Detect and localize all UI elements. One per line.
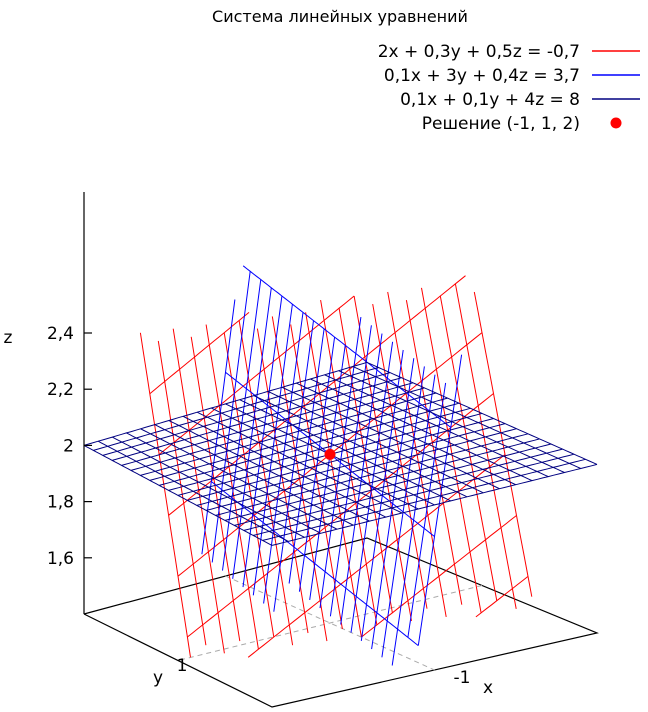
surface-mesh-line <box>353 295 412 621</box>
surface-mesh-line <box>417 354 463 646</box>
surface-mesh-line <box>168 420 370 522</box>
legend-label: Решение (-1, 1, 2) <box>422 114 580 134</box>
base-box-edges <box>83 537 599 708</box>
surface-mesh-line <box>157 340 207 646</box>
z-tick-label: 2,2 <box>47 380 74 400</box>
surface-mesh-line <box>83 444 273 546</box>
surface-mesh-line <box>305 312 362 638</box>
surface-mesh-line <box>172 328 225 654</box>
base-box <box>83 537 599 708</box>
surface-mesh-line <box>361 515 517 638</box>
base-grid-y <box>225 575 435 671</box>
z-tick-label: 1,8 <box>47 493 74 513</box>
surface-mesh-line <box>215 433 529 516</box>
surface-mesh-line <box>158 295 355 455</box>
y-tick-label: 1 <box>177 656 188 676</box>
surface-mesh-line <box>97 440 289 542</box>
solution-point <box>324 448 336 460</box>
surface-mesh-line <box>439 295 498 601</box>
surface-mesh-line <box>262 458 586 541</box>
surface-3 <box>83 361 598 546</box>
surface-mesh-line <box>112 436 305 538</box>
surface-mesh-line <box>224 438 540 521</box>
surface-mesh-line <box>247 454 506 658</box>
surface-mesh-line <box>211 407 419 510</box>
chart-title: Система линейных уравнений <box>212 7 468 26</box>
surface-mesh-line <box>271 463 598 546</box>
surface-mesh-line <box>182 415 387 518</box>
surface-mesh-line <box>232 287 272 579</box>
surface-mesh-line <box>196 411 403 514</box>
surface-mesh-line <box>154 424 354 526</box>
surface-mesh-line <box>149 312 250 395</box>
surface-mesh-line <box>242 265 452 428</box>
x-axis-label: x <box>483 678 493 698</box>
surface-mesh-line <box>187 418 494 501</box>
surface-mesh-line <box>256 328 309 634</box>
surface-mesh-line <box>210 481 419 646</box>
surface-mesh-line <box>329 325 372 617</box>
surface-mesh-line <box>340 333 383 625</box>
surface-mesh-line <box>196 423 506 506</box>
y-axis-label: y <box>153 668 163 688</box>
surface-mesh-line <box>475 576 529 618</box>
legend-label: 2x + 0,3y + 0,5z = -0,7 <box>378 42 580 62</box>
surface-mesh-line <box>126 432 321 534</box>
surface-mesh-line <box>243 448 563 531</box>
surface-mesh-line <box>421 287 482 613</box>
surface-mesh-line <box>168 275 466 516</box>
surface-mesh-line <box>391 374 436 666</box>
z-axis: z <box>4 192 85 614</box>
z-tick-label: 1,6 <box>47 549 74 569</box>
surface-mesh-line <box>298 337 336 592</box>
solution-layer <box>324 448 336 460</box>
z-tick-label: 2,4 <box>47 324 74 344</box>
x-tick-label: -1 <box>454 668 471 688</box>
legend: 2x + 0,3y + 0,5z = -0,7 0,1x + 3y + 0,4z … <box>378 42 640 134</box>
surface-mesh-line <box>320 300 378 625</box>
surface-mesh-line <box>263 312 304 604</box>
surface-mesh-line <box>190 336 241 642</box>
z-ticks: 1,6 1,8 2 2,2 2,4 <box>47 324 92 569</box>
surfaces <box>83 265 598 666</box>
legend-label: 0,1x + 3y + 0,4z = 3,7 <box>384 66 580 86</box>
base-grid-x <box>177 585 483 661</box>
surface-mesh-line <box>319 317 362 609</box>
surface-mesh-line <box>205 324 259 650</box>
surface-mesh-line <box>454 283 517 609</box>
surface-mesh-line <box>187 393 494 638</box>
surface-mesh-line <box>222 279 262 571</box>
z-tick-label: 2 <box>63 436 74 456</box>
z-axis-label: z <box>4 328 13 348</box>
surface-mesh-line <box>201 299 236 555</box>
legend-label: 0,1x + 0,1y + 4z = 8 <box>400 90 580 110</box>
surface-mesh-line <box>211 271 251 563</box>
surface-mesh-line <box>234 443 552 526</box>
surface-mesh-line <box>140 428 338 530</box>
surface-mesh-line <box>139 332 191 658</box>
surface-mesh-line <box>288 328 325 584</box>
legend-marker <box>610 117 622 129</box>
surface-mesh-line <box>253 453 575 536</box>
surface-mesh-line <box>271 316 328 642</box>
surface-mesh-line <box>405 300 463 605</box>
surface-mesh-line <box>206 428 517 511</box>
surface-mesh-line <box>371 358 415 650</box>
surface-mesh-line <box>309 345 346 600</box>
surface-mesh-line <box>273 320 314 612</box>
